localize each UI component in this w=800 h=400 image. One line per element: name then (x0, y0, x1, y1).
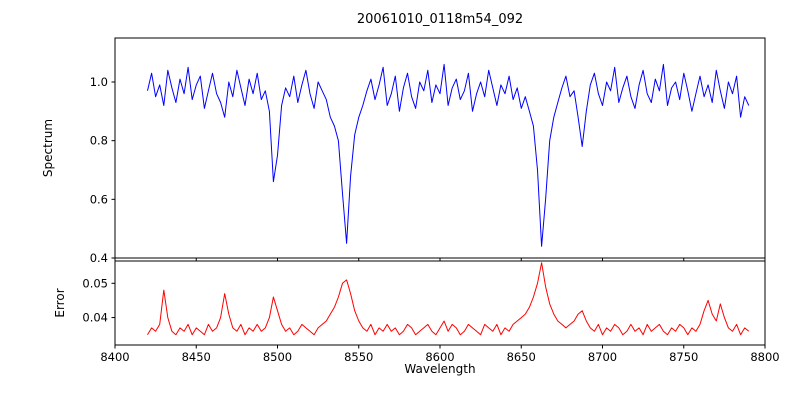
chart-title: 20061010_0118m54_092 (356, 12, 524, 27)
y-tick-label: 1.0 (90, 75, 108, 89)
x-tick-label: 8450 (182, 350, 211, 364)
x-tick-label: 8400 (100, 350, 129, 364)
y-tick-label: 0.05 (82, 276, 108, 290)
y-tick-label: 0.6 (90, 192, 108, 206)
y-tick-label: 0.04 (82, 311, 108, 325)
x-tick-label: 8750 (669, 350, 698, 364)
x-tick-label: 8650 (507, 350, 536, 364)
x-tick-label: 8500 (263, 350, 292, 364)
x-tick-label: 8600 (425, 350, 454, 364)
x-tick-label: 8700 (588, 350, 617, 364)
y-tick-label: 0.8 (90, 134, 108, 148)
x-tick-label: 8800 (750, 350, 779, 364)
spectrum-axes (114, 37, 766, 259)
error-line (147, 262, 750, 336)
y-tick-label: 0.4 (90, 251, 108, 265)
x-tick-label: 8550 (344, 350, 373, 364)
error-axes (114, 260, 766, 346)
spectrum-line (147, 63, 750, 247)
x-axis-label: Wavelength (404, 362, 476, 376)
